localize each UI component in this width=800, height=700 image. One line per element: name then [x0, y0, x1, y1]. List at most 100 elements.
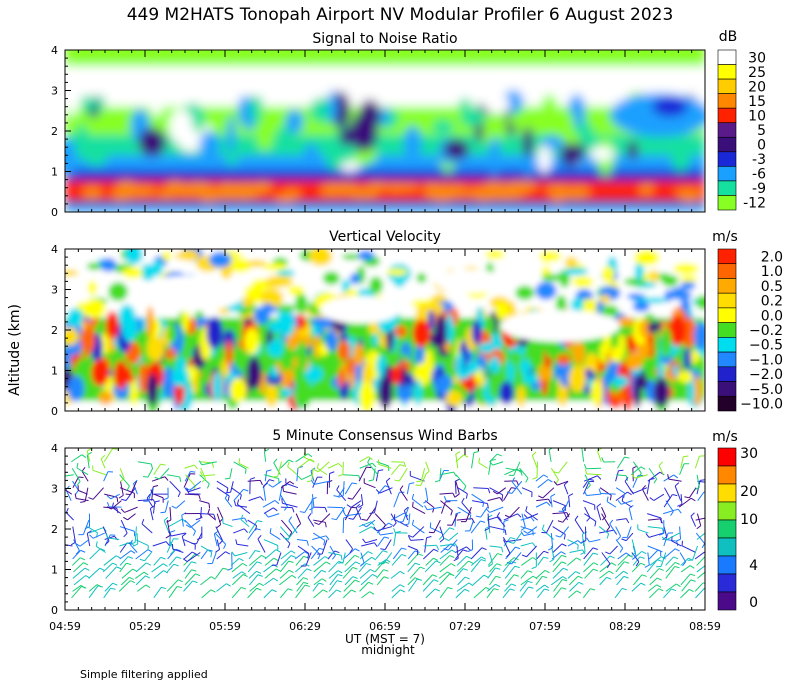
wind-barb — [342, 589, 352, 599]
wind-barb-flag — [516, 480, 520, 486]
wind-barb-flag — [76, 462, 79, 469]
wind-barb-flag — [126, 562, 132, 566]
wind-barb-flag — [690, 573, 696, 577]
wind-barb — [100, 458, 106, 469]
wind-barb — [257, 538, 266, 553]
snr-colorbar-cell — [717, 78, 737, 94]
velocity-cell — [541, 274, 564, 282]
velocity-cell — [541, 251, 550, 264]
wind-barb-flag — [532, 542, 536, 548]
wind-barb — [135, 571, 145, 579]
wind-barb — [470, 556, 482, 566]
wind-barb-flag — [690, 512, 695, 517]
velocity-cell — [241, 297, 254, 308]
wind-barb-flag — [118, 494, 124, 499]
wind-barb — [609, 545, 618, 555]
wind-barb — [455, 588, 466, 599]
wind-barb-flag — [340, 555, 343, 561]
snr-cell — [483, 94, 510, 114]
wind-barb — [422, 579, 435, 592]
velocity-cell — [270, 366, 278, 379]
wind-barb-flag — [176, 585, 183, 589]
wind-barb — [247, 587, 258, 599]
wind-barb-flag — [682, 561, 687, 567]
wind-barb — [167, 548, 177, 560]
wind-barb-flag — [609, 495, 612, 501]
velocity-gap — [435, 269, 505, 294]
wind-barb — [567, 539, 579, 546]
wind-barb-flag — [455, 511, 461, 515]
wind-barb — [456, 545, 459, 559]
wind-barb — [172, 548, 184, 553]
wind-barb — [420, 468, 426, 482]
wind-barb — [164, 500, 169, 513]
wind-barb-flag — [132, 568, 138, 572]
wind-barb — [305, 552, 312, 567]
wind-barb-flag — [674, 565, 680, 569]
wind-barb — [665, 566, 676, 579]
wind-barb-flag — [601, 457, 605, 463]
velocity-cell — [649, 269, 659, 284]
velocity-colorbar-cell — [717, 278, 737, 294]
wind-barb-flag — [541, 531, 547, 534]
snr-cell — [256, 126, 274, 151]
wind-barb — [696, 532, 705, 540]
wind-barb-flag — [84, 526, 90, 530]
snr-cell — [459, 98, 471, 112]
wind-barb — [328, 580, 338, 592]
wind-barb — [487, 553, 498, 566]
velocity-cell — [162, 251, 172, 262]
wind-barb — [153, 587, 162, 599]
wind-barb-flag — [489, 460, 494, 466]
wind-barb-flag — [199, 471, 203, 477]
wind-barb-flag — [690, 497, 696, 502]
wind-barb — [665, 500, 674, 512]
wind-barb-flag — [481, 547, 487, 551]
wind-barb — [124, 506, 138, 513]
wind-barb — [294, 551, 306, 560]
wind-barb-flag — [314, 522, 320, 526]
wind-barb-flag — [667, 474, 670, 480]
wind-barb — [527, 526, 538, 534]
wind-barb-flag — [255, 525, 257, 531]
wind-barb-flag — [621, 538, 627, 542]
wind-barb — [567, 540, 578, 547]
wind-barb — [119, 562, 127, 573]
velocity-cell — [564, 256, 578, 269]
wind-barb — [103, 471, 109, 482]
wind-barb — [232, 571, 243, 579]
velocity-cell — [308, 249, 333, 266]
wind-barb-flag — [165, 535, 171, 539]
wind-barb — [152, 501, 156, 514]
wind-barb — [282, 502, 298, 508]
wind-barb-flag — [382, 550, 388, 553]
y-tick-label: 0 — [51, 206, 58, 219]
wind-barb-flag — [358, 504, 363, 508]
snr-cell — [226, 149, 238, 165]
x-tick-label: 08:59 — [689, 620, 721, 633]
wind-barb-flag — [369, 512, 375, 514]
wind-barb — [558, 461, 568, 474]
wind-barb — [615, 487, 625, 494]
wind-barb-flag — [684, 496, 690, 499]
snr-cell — [544, 184, 571, 194]
wind-barb-flag — [409, 482, 415, 485]
wind-barb-flag — [89, 534, 94, 539]
wind-barb — [527, 513, 539, 519]
wind-barb — [600, 555, 611, 566]
wind-barb-flag — [303, 581, 309, 585]
wind-barb-flag — [672, 494, 678, 497]
wind-barb — [439, 587, 448, 599]
wind-barb-flag — [394, 479, 400, 482]
wind-barb-flag — [56, 538, 57, 543]
wind-barb-flag — [700, 479, 705, 481]
velocity-cell — [429, 331, 448, 348]
snr-cell — [432, 119, 454, 134]
wind-barb-flag — [606, 526, 611, 532]
wind-barb — [438, 571, 448, 579]
wind-barb — [183, 580, 194, 592]
velocity-colorbar-label: 0.2 — [761, 294, 783, 310]
wind-barb — [562, 513, 571, 523]
wind-barb-flag — [81, 466, 86, 472]
wind-barb — [313, 532, 326, 541]
